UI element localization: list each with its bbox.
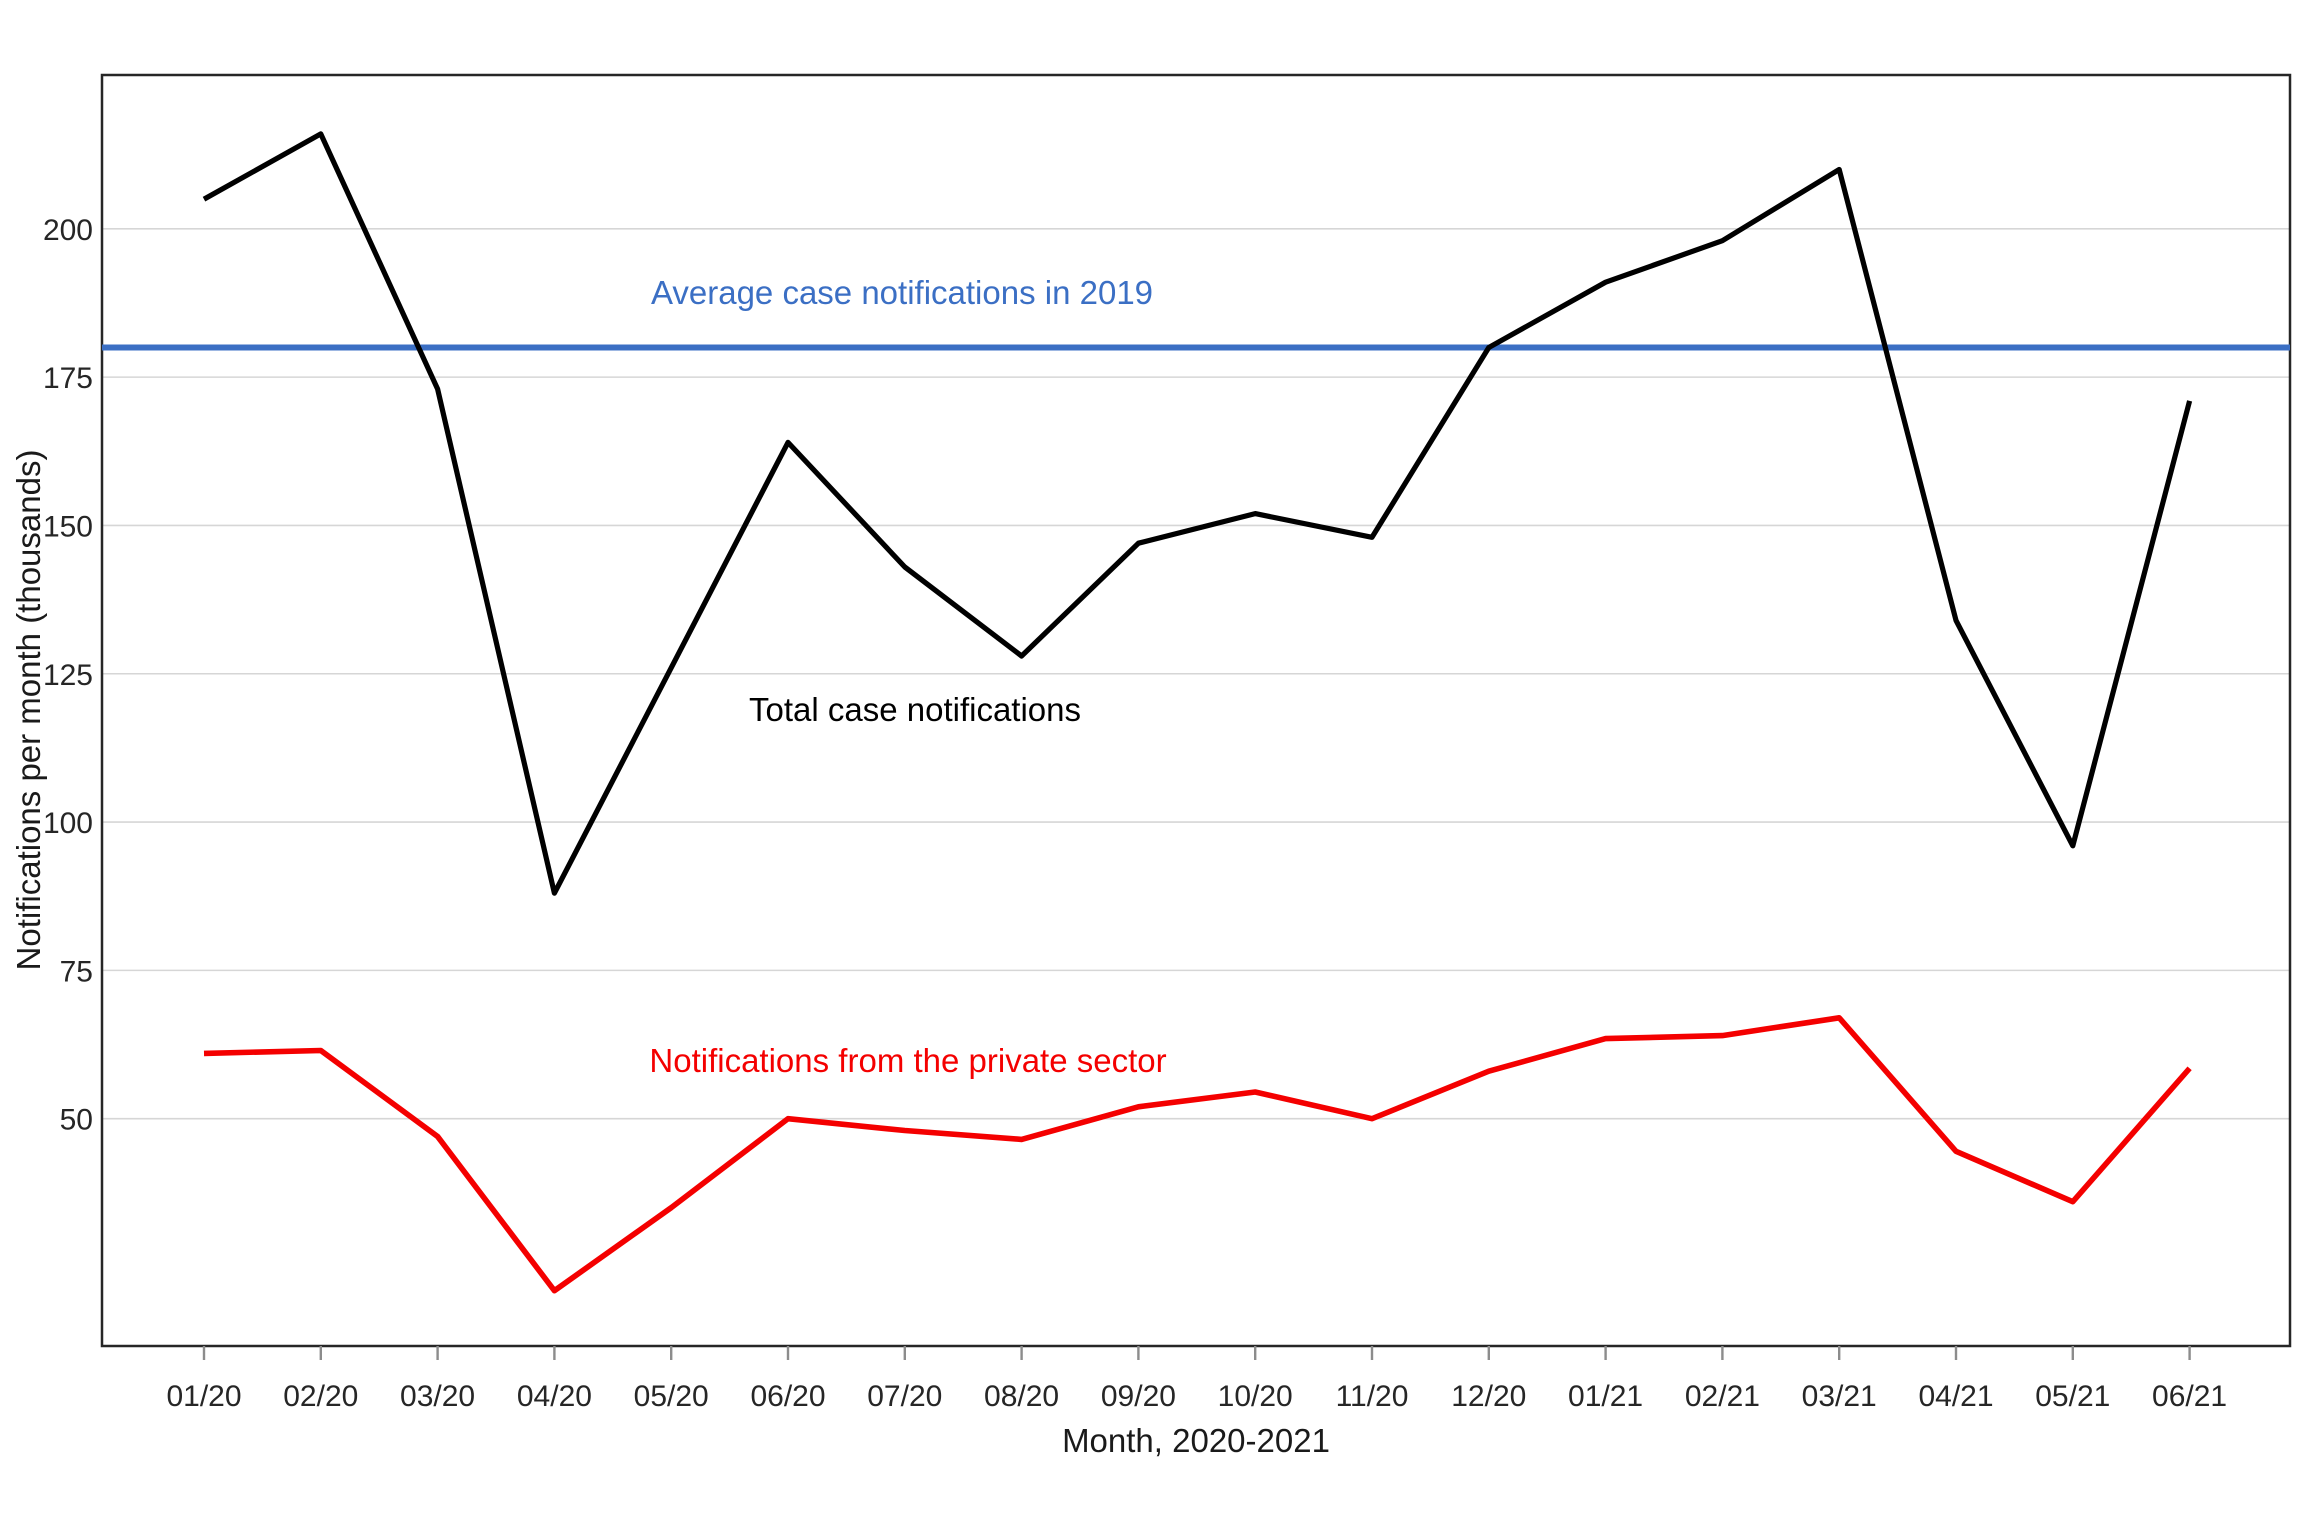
gridlines — [102, 228, 2290, 1120]
x-tick-label: 03/21 — [1802, 1380, 1877, 1413]
y-tick-label: 125 — [43, 659, 93, 692]
y-axis-tick-labels: 50 75 100 125 150 175 200 — [43, 214, 93, 1137]
x-tick-label: 09/20 — [1101, 1380, 1176, 1413]
y-tick-label: 175 — [43, 362, 93, 395]
x-tick-label: 05/20 — [634, 1380, 709, 1413]
x-axis-title: Month, 2020-2021 — [1062, 1422, 1330, 1459]
y-tick-label: 50 — [60, 1104, 93, 1137]
x-axis-tick-labels: 01/20 02/20 03/20 04/20 05/20 06/20 07/20 08/20… — [166, 1380, 2227, 1413]
x-tick-label: 07/20 — [867, 1380, 942, 1413]
x-tick-label: 01/20 — [166, 1380, 241, 1413]
x-tick-label: 02/21 — [1685, 1380, 1760, 1413]
x-tick-label: 05/21 — [2035, 1380, 2110, 1413]
series-private-line — [203, 1014, 2192, 1294]
annotation-total-series-label: Total case notifications — [749, 691, 1081, 728]
x-tick-label: 06/20 — [750, 1380, 825, 1413]
y-tick-label: 100 — [43, 807, 93, 840]
x-tick-label: 04/20 — [517, 1380, 592, 1413]
y-axis-title: Notifications per month (thousands) — [10, 450, 47, 971]
x-tick-label: 06/21 — [2152, 1380, 2227, 1413]
plot-border — [100, 73, 2292, 1348]
x-tick-label: 04/21 — [1918, 1380, 1993, 1413]
x-tick-label: 11/20 — [1336, 1380, 1409, 1413]
y-tick-label: 150 — [43, 510, 93, 543]
annotation-private-series-label: Notifications from the private sector — [649, 1042, 1166, 1079]
annotation-average-2019-label: Average case notifications in 2019 — [651, 274, 1153, 311]
x-tick-label: 10/20 — [1218, 1380, 1293, 1413]
x-tick-label: 01/21 — [1568, 1380, 1643, 1413]
x-tick-label: 03/20 — [400, 1380, 475, 1413]
x-axis-ticks — [202, 1346, 2191, 1360]
x-tick-label: 02/20 — [283, 1380, 358, 1413]
y-tick-label: 75 — [60, 955, 93, 988]
y-tick-label: 200 — [43, 214, 93, 247]
x-tick-label: 08/20 — [984, 1380, 1059, 1413]
x-tick-label: 12/20 — [1451, 1380, 1526, 1413]
series-total-line — [202, 131, 2193, 896]
